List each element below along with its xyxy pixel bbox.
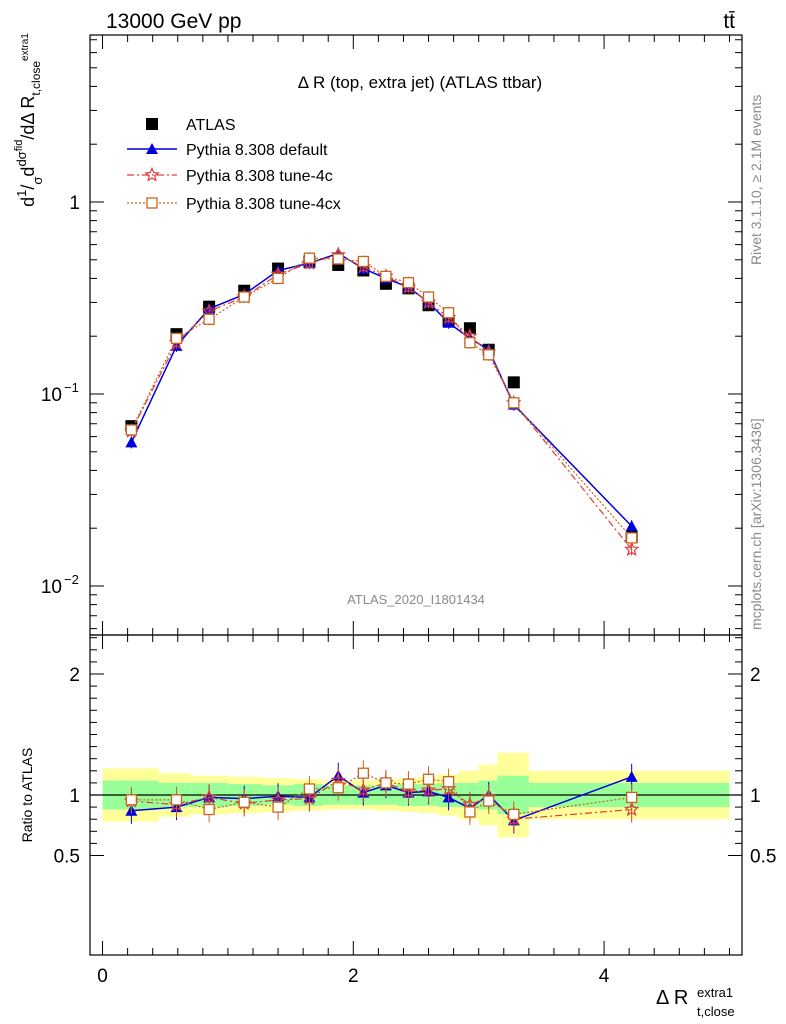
- data-point: [238, 291, 250, 303]
- main-y-ticks: 110−110−2: [41, 39, 742, 630]
- data-point: [442, 307, 455, 319]
- rivet-label: Rivet 3.1.10, ≥ 2.1M events: [748, 95, 764, 265]
- energy-label: 13000 GeV pp: [106, 10, 241, 33]
- data-point: [125, 424, 138, 436]
- data-point: [380, 270, 392, 282]
- legend-label-atlas: ATLAS: [186, 117, 236, 134]
- main-plot-area: [123, 246, 640, 556]
- ratio-y-tick-label: 1: [69, 786, 80, 807]
- legend-marker-default: [146, 143, 158, 154]
- ratio-series-pythia-8-308-tune-4cx: [125, 760, 638, 828]
- ratio-plot-area: [90, 752, 742, 838]
- ratio-data-point: [203, 803, 215, 816]
- ratio-data-point: [464, 806, 476, 818]
- analysis-label: ATLAS_2020_I1801434: [347, 592, 485, 607]
- data-point: [357, 255, 369, 268]
- series-line: [130, 257, 633, 539]
- ratio-data-point: [332, 782, 344, 794]
- ratio-data-point: [402, 778, 415, 790]
- data-point: [624, 541, 640, 556]
- data-point: [464, 337, 476, 349]
- data-point: [170, 332, 183, 344]
- y-tick-label: 10: [41, 385, 62, 406]
- ratio-y-tick-label: 2: [69, 665, 80, 686]
- ratio-y-axis-label: Ratio to ATLAS: [19, 748, 35, 843]
- svg-text:Δ R: Δ R: [656, 987, 688, 1009]
- ratio-data-point: [623, 801, 640, 817]
- data-point: [483, 349, 495, 361]
- legend-label-tune4c: Pythia 8.308 tune-4c: [186, 168, 333, 185]
- ratio-y-tick-label: 0.5: [54, 847, 80, 868]
- ratio-data-point: [380, 777, 392, 789]
- legend-marker-tune4c: [144, 166, 160, 182]
- series-line: [130, 254, 633, 550]
- svg-text:Rivet 3.1.10, ≥ 2.1M events: Rivet 3.1.10, ≥ 2.1M events: [748, 95, 764, 265]
- ratio-y-tick-label: 2: [750, 665, 761, 686]
- data-point: [626, 532, 638, 544]
- ratio-data-point: [238, 796, 250, 808]
- legend: ATLAS Pythia 8.308 default Pythia 8.308 …: [127, 117, 341, 213]
- data-point: [203, 313, 215, 325]
- ratio-data-point: [626, 791, 638, 804]
- svg-text:mcplots.cern.ch [arXiv:1306.34: mcplots.cern.ch [arXiv:1306.3436]: [748, 418, 764, 630]
- ratio-data-point: [272, 801, 284, 813]
- ratio-data-point: [420, 782, 437, 797]
- legend-label-default: Pythia 8.308 default: [186, 142, 328, 159]
- legend-star-shape: [144, 166, 160, 182]
- ratio-data-point: [357, 767, 369, 779]
- ratio-series-line: [131, 779, 632, 820]
- x-tick-label: 4: [599, 966, 610, 987]
- data-point: [402, 277, 415, 289]
- data-point: [332, 253, 344, 265]
- legend-marker-tune4cx: [146, 197, 158, 209]
- chart-title: Δ R (top, extra jet) (ATLAS ttbar): [298, 73, 542, 92]
- ratio-y-tick-label: 0.5: [750, 847, 776, 868]
- source-label: mcplots.cern.ch [arXiv:1306.3436]: [748, 418, 764, 630]
- ratio-series-line: [131, 772, 632, 815]
- legend-label-tune4cx: Pythia 8.308 tune-4cx: [186, 196, 341, 213]
- data-point: [625, 520, 638, 532]
- data-point: [508, 397, 520, 409]
- data-point: [507, 376, 520, 389]
- data-point: [272, 272, 284, 285]
- y-tick-label-exponent: −2: [64, 572, 79, 587]
- series-pythia-8-308-default: [125, 247, 638, 533]
- ratio-data-point: [625, 770, 638, 782]
- ratio-y-tick-label: 1: [750, 786, 761, 807]
- svg-text:t,close: t,close: [697, 1004, 735, 1019]
- ratio-data-point: [303, 783, 316, 795]
- svg-text:extra1: extra1: [697, 985, 733, 1000]
- ratio-y-ticks: 0.5 0.5 1 1 2 2: [54, 637, 776, 868]
- x-axis-label: Δ R extra1 t,close: [656, 985, 735, 1019]
- series-pythia-8-308-tune-4cx: [125, 252, 638, 544]
- y-tick-label: 1: [69, 193, 80, 214]
- data-point: [125, 436, 138, 448]
- svg-text:Ratio to ATLAS: Ratio to ATLAS: [19, 748, 35, 843]
- svg-text:d1/σddσfid/dΔ Rt,closeextra1: d1/σddσfid/dΔ Rt,closeextra1: [13, 33, 45, 207]
- y-tick-label-exponent: −1: [64, 380, 79, 395]
- ratio-data-point: [170, 794, 183, 806]
- main-y-axis-label: d1/σddσfid/dΔ Rt,closeextra1: [13, 33, 45, 207]
- series-line: [130, 252, 633, 527]
- ratio-data-point: [422, 773, 435, 785]
- data-point: [303, 252, 316, 264]
- series-pythia-8-308-tune-4c: [123, 246, 640, 556]
- data-point: [422, 291, 435, 303]
- process-label: tt̄: [723, 10, 735, 33]
- ratio-data-point: [125, 794, 138, 806]
- x-ticks: 0 2 4: [97, 35, 730, 987]
- legend-marker-atlas: [146, 118, 158, 130]
- series-atlas: [125, 255, 638, 543]
- x-tick-label: 2: [348, 966, 359, 987]
- y-tick-label: 10: [41, 577, 62, 598]
- ratio-data-point: [483, 795, 495, 807]
- x-tick-label: 0: [97, 966, 108, 987]
- ratio-data-point: [508, 808, 520, 821]
- ratio-data-point: [355, 782, 371, 797]
- ratio-data-point: [442, 776, 455, 788]
